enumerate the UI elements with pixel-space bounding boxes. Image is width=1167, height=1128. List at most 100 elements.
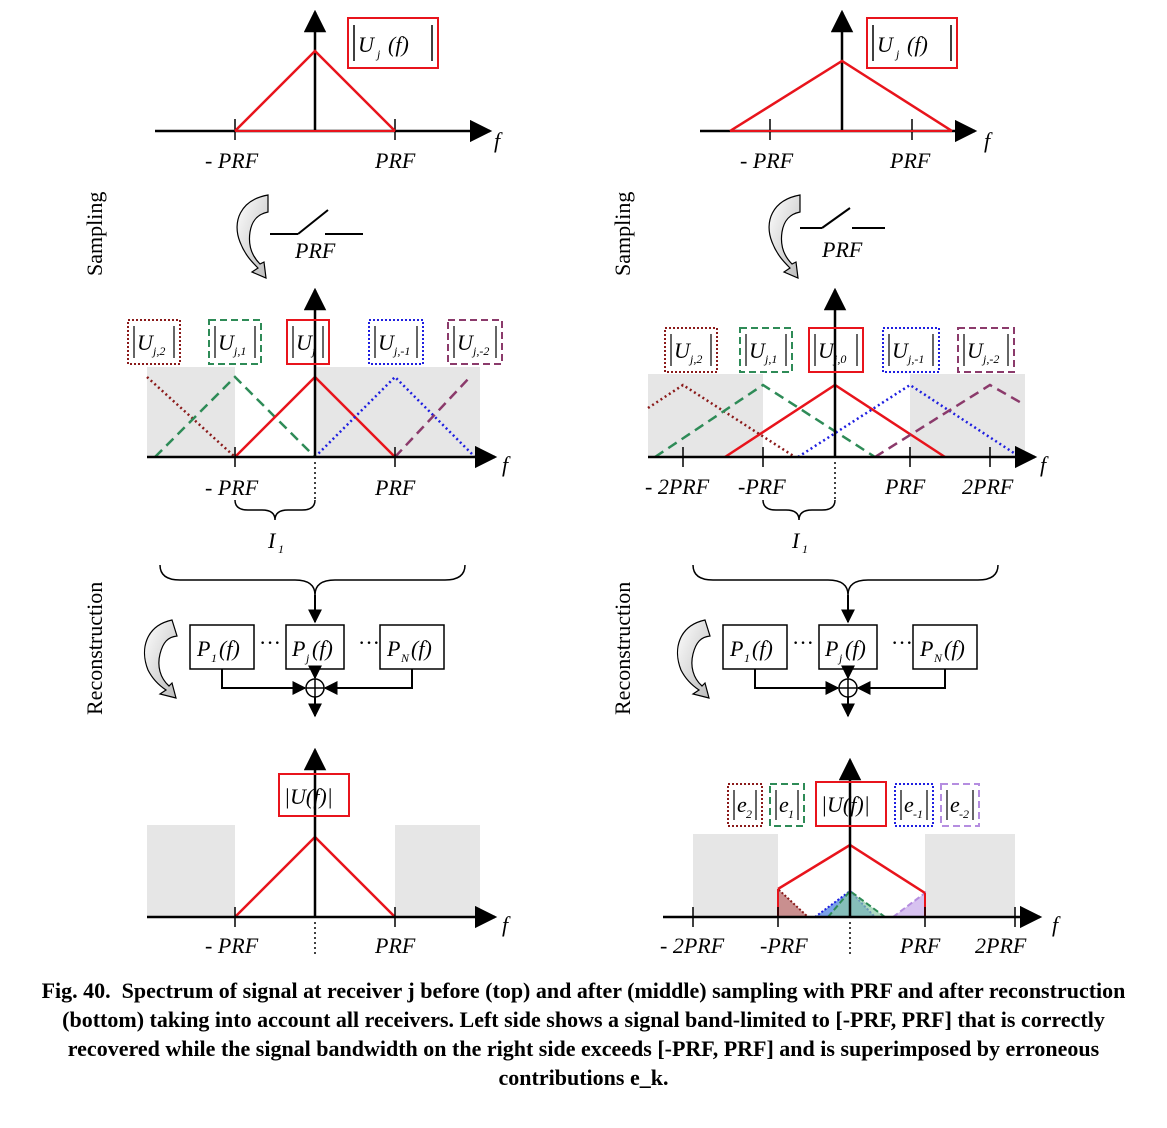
replica-jm1 bbox=[797, 383, 1021, 459]
caption-text: Spectrum of signal at receiver j before … bbox=[62, 978, 1126, 1090]
svg-text:- PRF: - PRF bbox=[740, 148, 794, 173]
gray-region bbox=[395, 825, 480, 917]
svg-text:P: P bbox=[196, 636, 210, 661]
label-box-em1: e -1 bbox=[894, 783, 934, 827]
svg-text:j,1: j,1 bbox=[232, 344, 246, 358]
tick-label-prf: PRF bbox=[374, 475, 416, 500]
svg-text:|U(f)|: |U(f)| bbox=[821, 792, 870, 817]
error-em2 bbox=[890, 891, 926, 918]
label-box-Uj: U j bbox=[286, 319, 330, 365]
label-box-Uf: |U(f)| bbox=[278, 773, 350, 817]
svg-text:U: U bbox=[137, 330, 155, 355]
label-box-Uj2: U j,2 bbox=[127, 319, 181, 365]
svg-text:e: e bbox=[904, 792, 914, 817]
label-box-Uf: |U(f)| bbox=[815, 781, 887, 827]
reconstruction-label: Reconstruction bbox=[82, 582, 107, 715]
left-sampled-spectrum: f - PRF PRF I 1 U j,2 U j,1 U j bbox=[127, 287, 511, 556]
summation-icon bbox=[838, 678, 858, 698]
label-box-Uj1: U j,1 bbox=[739, 327, 793, 373]
svg-text:j,2: j,2 bbox=[151, 344, 165, 358]
svg-text:···: ··· bbox=[259, 630, 281, 655]
svg-text:U: U bbox=[358, 32, 376, 57]
left-sampling-stage: Sampling PRF bbox=[82, 192, 363, 279]
label-box-e2: e 2 bbox=[727, 783, 763, 827]
f-axis-label: f bbox=[494, 128, 503, 153]
sum-brace bbox=[692, 564, 999, 596]
label-box-Uj: U j (f) bbox=[866, 17, 958, 69]
right-sampled-spectrum: f - 2PRF -PRF PRF 2PRF I 1 U j,2 U j,1 U… bbox=[645, 287, 1049, 556]
svg-text:P: P bbox=[919, 636, 933, 661]
recovered-triangle bbox=[777, 843, 926, 895]
svg-text:1: 1 bbox=[802, 542, 808, 556]
curved-arrow-icon bbox=[236, 194, 269, 279]
svg-text:f: f bbox=[502, 912, 511, 937]
svg-text:U: U bbox=[967, 338, 985, 363]
svg-text:(f): (f) bbox=[219, 636, 240, 661]
svg-text:f: f bbox=[984, 128, 993, 153]
svg-text:-1: -1 bbox=[913, 807, 923, 821]
sampling-label: Sampling bbox=[82, 192, 107, 276]
svg-text:N: N bbox=[400, 651, 410, 665]
curved-arrow-icon bbox=[677, 619, 711, 699]
svg-text:- 2PRF: - 2PRF bbox=[660, 933, 725, 958]
svg-text:j,0: j,0 bbox=[832, 352, 846, 366]
left-top-spectrum: f - PRF PRF U j (f) bbox=[155, 9, 503, 173]
svg-text:-PRF: -PRF bbox=[760, 933, 808, 958]
svg-text:2PRF: 2PRF bbox=[975, 933, 1027, 958]
filter-box-pj: P j (f) bbox=[285, 624, 345, 670]
svg-text:1: 1 bbox=[278, 542, 284, 556]
svg-text:U: U bbox=[457, 330, 475, 355]
right-reconstructed-spectrum: f - 2PRF -PRF PRF 2PRF e 2 e 1 |U(f)| e bbox=[660, 757, 1061, 958]
label-box-Uj0: U j,0 bbox=[808, 327, 864, 373]
spectrum-triangle bbox=[234, 49, 396, 132]
right-top-spectrum: f - PRF PRF U j (f) bbox=[700, 9, 993, 173]
filter-box-pn: P N (f) bbox=[379, 624, 445, 670]
svg-text:-2: -2 bbox=[959, 807, 969, 821]
replica-j1 bbox=[654, 383, 876, 459]
left-reconstruction-stage: Reconstruction P 1 (f) ··· P j (f) ··· P… bbox=[82, 564, 466, 718]
label-box-Ujm2: U j,-2 bbox=[957, 327, 1015, 373]
svg-text:1: 1 bbox=[211, 651, 217, 665]
svg-text:U: U bbox=[674, 338, 692, 363]
filter-box-pn: P N (f) bbox=[912, 624, 978, 670]
svg-text:j: j bbox=[304, 651, 310, 665]
summation-icon bbox=[305, 678, 325, 698]
svg-text:1: 1 bbox=[744, 651, 750, 665]
svg-text:(f): (f) bbox=[845, 636, 866, 661]
svg-text:PRF: PRF bbox=[899, 933, 941, 958]
svg-text:e: e bbox=[737, 792, 747, 817]
svg-text:I: I bbox=[791, 528, 801, 553]
interval-brace bbox=[234, 499, 316, 521]
switch-prf-label: PRF bbox=[294, 238, 336, 263]
svg-text:e: e bbox=[779, 792, 789, 817]
svg-text:j,1: j,1 bbox=[763, 352, 777, 366]
figure-number: Fig. 40. bbox=[41, 978, 111, 1003]
tick-label-neg-prf: - PRF bbox=[205, 148, 259, 173]
svg-text:(f): (f) bbox=[944, 636, 965, 661]
svg-text:PRF: PRF bbox=[821, 237, 863, 262]
svg-text:···: ··· bbox=[358, 630, 380, 655]
svg-text:P: P bbox=[729, 636, 743, 661]
svg-text:(f): (f) bbox=[907, 32, 928, 57]
svg-text:P: P bbox=[386, 636, 400, 661]
filter-box-pj: P j (f) bbox=[818, 624, 878, 670]
curved-arrow-icon bbox=[144, 619, 178, 699]
svg-text:j,-1: j,-1 bbox=[906, 352, 924, 366]
right-sampling-stage: Sampling PRF bbox=[610, 192, 885, 279]
label-box-Ujm2: U j,-2 bbox=[447, 319, 503, 365]
label-box-Uj1: U j,1 bbox=[208, 319, 262, 365]
filter-box-p1: P 1 (f) bbox=[189, 624, 255, 670]
right-reconstruction-stage: Reconstruction P 1 (f) ··· P j (f) ··· P… bbox=[610, 564, 999, 718]
svg-text:f: f bbox=[502, 452, 511, 477]
svg-text:j: j bbox=[375, 47, 381, 61]
label-box-Ujm1: U j,-1 bbox=[882, 327, 940, 373]
svg-text:j,-2: j,-2 bbox=[471, 344, 489, 358]
gray-region bbox=[315, 367, 480, 457]
svg-text:P: P bbox=[824, 636, 838, 661]
error-e2 bbox=[777, 886, 811, 918]
sum-brace bbox=[159, 564, 466, 596]
interval-brace bbox=[762, 499, 836, 521]
svg-text:(f): (f) bbox=[388, 32, 409, 57]
svg-text:j: j bbox=[894, 47, 900, 61]
